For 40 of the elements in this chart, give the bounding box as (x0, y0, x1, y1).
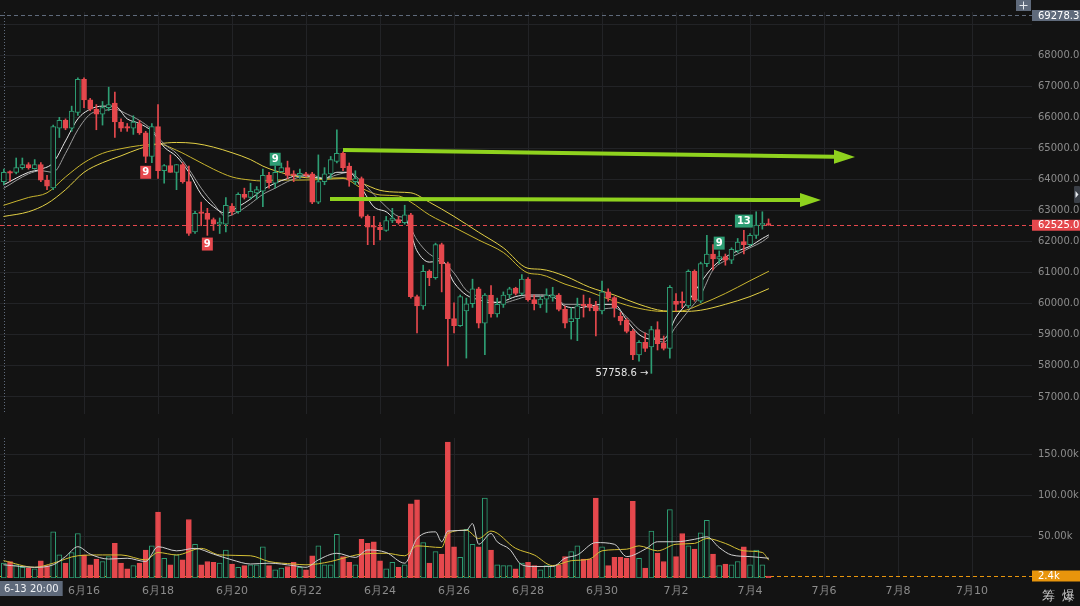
annotation: 9 (271, 153, 279, 165)
x-tick-label: 6月24 (364, 584, 397, 598)
y-tick-label: 100.00k (1038, 489, 1079, 501)
x-tick-label: 6月30 (586, 584, 619, 598)
ref-line-label: 62525.0 (1038, 219, 1080, 231)
x-tick-label: 6月28 (512, 584, 545, 598)
y-tick-label: 150.00k (1038, 448, 1079, 460)
x-tick-label: 6月26 (438, 584, 471, 598)
ref-line-label: 2.4k (1038, 570, 1060, 582)
annotation: 9 (203, 238, 211, 250)
x-tick-label: 6月20 (216, 584, 249, 598)
annotation: 13 (736, 215, 751, 227)
x-tick-label: 6月16 (68, 584, 101, 598)
y-tick-label: 50.00k (1038, 530, 1073, 542)
y-tick-label: 62000.0 (1038, 235, 1080, 247)
y-tick-label: 67000.0 (1038, 79, 1080, 91)
y-tick-label: 57000.0 (1038, 390, 1080, 402)
x-tick-label: 6月22 (290, 584, 323, 598)
y-tick-label: 68000.0 (1038, 48, 1080, 60)
text: 爆 (1062, 588, 1075, 603)
y-tick-label: 59000.0 (1038, 328, 1080, 340)
x-tick-label: 6月18 (142, 584, 175, 598)
x-tick-label: 7月8 (885, 584, 911, 598)
x-tick-label: 7月6 (811, 584, 837, 598)
x-tick-label: 7月10 (956, 584, 989, 598)
x-tick-label: 7月2 (663, 584, 689, 598)
x-tick-label: 7月4 (737, 584, 763, 598)
text: 筹 (1042, 588, 1055, 603)
y-tick-label: 60000.0 (1038, 297, 1080, 309)
y-tick-label: 58000.0 (1038, 359, 1080, 371)
annotation: 9 (142, 166, 150, 178)
annotation: 9 (715, 237, 723, 249)
annotation: 57758.6 → (595, 366, 649, 378)
y-tick-label: 64000.0 (1038, 173, 1080, 185)
ref-line-label: 6-13 20:00 (3, 582, 59, 594)
y-tick-label: 63000.0 (1038, 204, 1080, 216)
ref-line-label: 69278.3 (1038, 9, 1080, 21)
y-tick-label: 66000.0 (1038, 110, 1080, 122)
y-tick-label: 65000.0 (1038, 141, 1080, 153)
y-tick-label: 61000.0 (1038, 266, 1080, 278)
